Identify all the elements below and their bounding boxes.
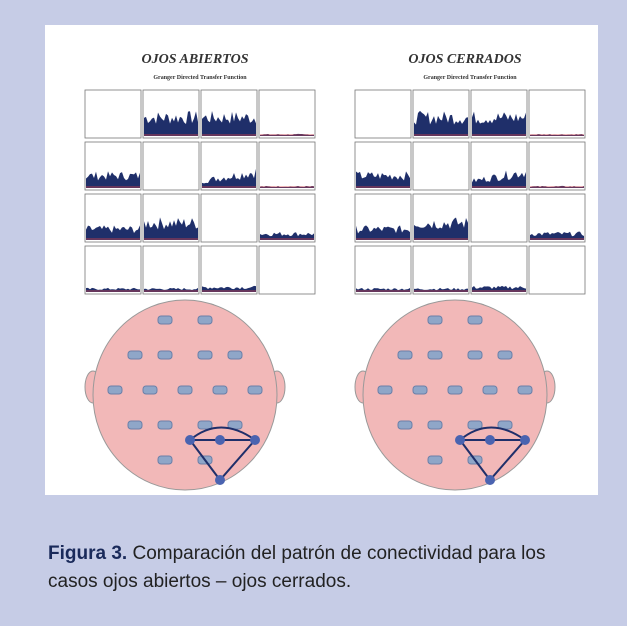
plot-cell bbox=[471, 194, 527, 242]
panel-title: OJOS CERRADOS bbox=[408, 52, 521, 67]
panel-title: OJOS ABIERTOS bbox=[142, 52, 249, 67]
electrode bbox=[248, 386, 262, 394]
node bbox=[185, 435, 195, 445]
plot-cell bbox=[259, 142, 315, 190]
electrode bbox=[213, 386, 227, 394]
head bbox=[363, 300, 547, 490]
electrode bbox=[143, 386, 157, 394]
panel-subtitle: Granger Directed Transfer Function bbox=[153, 75, 247, 81]
electrode bbox=[198, 421, 212, 429]
electrode bbox=[228, 351, 242, 359]
figure: OJOS ABIERTOS Granger Directed Transfer F… bbox=[45, 25, 598, 495]
node bbox=[455, 435, 465, 445]
plot-cell bbox=[85, 90, 141, 138]
electrode bbox=[178, 386, 192, 394]
electrode bbox=[128, 351, 142, 359]
electrode bbox=[108, 386, 122, 394]
plot-cell bbox=[143, 246, 199, 294]
electrode bbox=[468, 421, 482, 429]
plot-cell bbox=[85, 246, 141, 294]
plot-cell bbox=[143, 142, 199, 190]
electrode bbox=[198, 316, 212, 324]
plot-cell bbox=[259, 90, 315, 138]
node bbox=[215, 475, 225, 485]
electrode bbox=[378, 386, 392, 394]
node bbox=[485, 435, 495, 445]
electrode bbox=[413, 386, 427, 394]
plot-cell bbox=[355, 246, 411, 294]
plot-cell bbox=[529, 246, 585, 294]
panel-subtitle: Granger Directed Transfer Function bbox=[423, 75, 517, 81]
plot-cell bbox=[201, 194, 257, 242]
node bbox=[520, 435, 530, 445]
electrode bbox=[498, 351, 512, 359]
electrode bbox=[158, 456, 172, 464]
electrode bbox=[128, 421, 142, 429]
electrode bbox=[468, 351, 482, 359]
plot-cell bbox=[529, 142, 585, 190]
caption: Figura 3. Comparación del patrón de cone… bbox=[48, 540, 568, 596]
plot-cell bbox=[413, 246, 469, 294]
electrode bbox=[428, 456, 442, 464]
node bbox=[250, 435, 260, 445]
electrode bbox=[158, 421, 172, 429]
electrode bbox=[428, 421, 442, 429]
plot-cell bbox=[201, 246, 257, 294]
node bbox=[485, 475, 495, 485]
electrode bbox=[398, 351, 412, 359]
plot-cell bbox=[355, 90, 411, 138]
head bbox=[93, 300, 277, 490]
electrode bbox=[158, 351, 172, 359]
electrode bbox=[428, 316, 442, 324]
electrode bbox=[158, 316, 172, 324]
electrode bbox=[518, 386, 532, 394]
plot-cell bbox=[529, 90, 585, 138]
electrode bbox=[428, 351, 442, 359]
plot-cell bbox=[259, 246, 315, 294]
electrode bbox=[468, 316, 482, 324]
caption-label: Figura 3. bbox=[48, 543, 127, 564]
electrode bbox=[483, 386, 497, 394]
plot-cell bbox=[413, 142, 469, 190]
electrode bbox=[448, 386, 462, 394]
electrode bbox=[398, 421, 412, 429]
page: OJOS ABIERTOS Granger Directed Transfer F… bbox=[0, 0, 627, 626]
electrode bbox=[198, 351, 212, 359]
node bbox=[215, 435, 225, 445]
